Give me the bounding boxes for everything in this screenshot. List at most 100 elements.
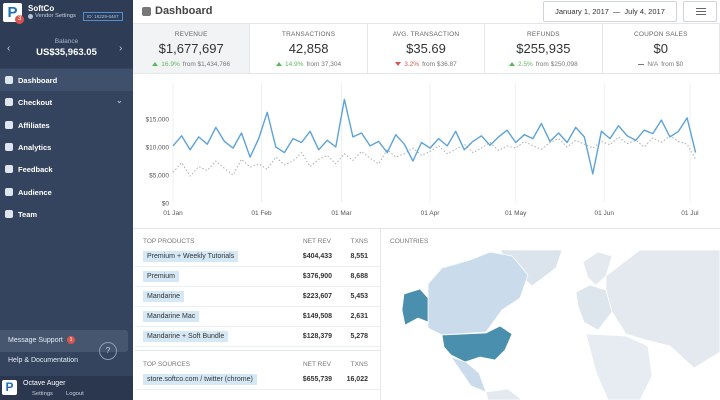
divider	[135, 350, 380, 351]
kpi-card[interactable]: REVENUE $1,677,697 16.9% from $1,434,766	[133, 24, 251, 74]
menu-button[interactable]	[683, 1, 717, 22]
table-row[interactable]: Mandarine + Soft Bundle $128,379 5,278	[135, 327, 380, 347]
message-count: 1	[67, 336, 75, 344]
menu-icon	[5, 76, 13, 84]
row-txns: 2,631	[350, 313, 368, 320]
balance-next[interactable]: ›	[119, 43, 123, 54]
trend-icon	[152, 62, 159, 67]
notification-badge: 3	[15, 15, 24, 24]
menu-icon	[5, 210, 13, 218]
canada	[427, 251, 529, 336]
kpi-label: REFUNDS	[526, 31, 560, 38]
menu-label: Dashboard	[18, 75, 58, 85]
kpi-value: $1,677,697	[158, 41, 224, 56]
top-bar	[133, 0, 720, 24]
trend-icon	[276, 62, 283, 67]
help-link[interactable]: Help & Documentation	[8, 357, 79, 364]
menu-item[interactable]: Affiliates	[0, 114, 133, 136]
divider	[133, 228, 720, 229]
menu-label: Analytics	[18, 142, 52, 152]
sidebar: P 3 SoftCo Vendor Settings ID: 16229-646…	[0, 0, 133, 400]
column-header: NET REV	[302, 361, 331, 368]
date-range-picker[interactable]: January 1, 2017— July 4, 2017	[543, 1, 677, 22]
vendor-settings-link[interactable]: Vendor Settings	[35, 13, 76, 19]
table-title: TOP PRODUCTS	[143, 238, 195, 245]
kpi-card[interactable]: TRANSACTIONS 42,858 14.9% from 37,304	[250, 24, 368, 74]
row-txns: 5,278	[350, 333, 368, 340]
menu-icon	[5, 165, 13, 173]
gear-icon	[28, 14, 33, 19]
company-name: SoftCo	[28, 4, 55, 13]
row-name: Mandarine	[143, 291, 185, 302]
kpi-prev: from $1,434,766	[182, 61, 231, 68]
mexico	[450, 356, 487, 393]
y-tick-label: $10,000	[146, 145, 170, 152]
balance-label: Balance	[54, 38, 79, 45]
kpi-label: TRANSACTIONS	[281, 31, 336, 38]
kpi-card[interactable]: COUPON SALES $0 N/A from $0	[602, 24, 720, 74]
menu-icon	[5, 121, 13, 129]
usa	[441, 325, 513, 363]
date-to: July 4, 2017	[624, 7, 665, 16]
menu-item[interactable]: Audience	[0, 181, 133, 203]
trend-icon	[395, 62, 402, 67]
row-net-rev: $128,379	[302, 333, 332, 340]
balance-prev[interactable]: ‹	[7, 43, 11, 54]
row-name: Premium + Weekly Tutorials	[143, 251, 239, 262]
row-net-rev: $149,508	[302, 313, 332, 320]
y-tick-label: $5,000	[149, 173, 169, 180]
sidebar-header	[0, 0, 133, 68]
table-row[interactable]: Premium + Weekly Tutorials $404,433 8,551	[135, 247, 380, 267]
kpi-change: 14.9% from 37,304	[250, 61, 366, 68]
menu-item[interactable]: Team	[0, 203, 133, 225]
row-txns: 8,551	[350, 253, 368, 260]
kpi-card[interactable]: REFUNDS $255,935 2.5% from $250,098	[485, 24, 603, 74]
table-row[interactable]: Mandarine Mac $149,508 2,631	[135, 307, 380, 327]
footer-logo: P	[2, 380, 17, 395]
row-net-rev: $655,739	[302, 376, 332, 383]
settings-link[interactable]: Settings	[32, 391, 53, 397]
kpi-change-value: N/A	[647, 61, 659, 68]
x-tick-label: 01 Jul	[681, 210, 699, 217]
help-button[interactable]: ?	[99, 342, 117, 360]
kpi-value: 42,858	[288, 41, 329, 56]
kpi-label: REVENUE	[174, 31, 208, 38]
kpi-card[interactable]: AVG. TRANSACTION $35.69 3.2% from $36.87	[367, 24, 486, 74]
kpi-label: AVG. TRANSACTION	[392, 31, 460, 38]
row-net-rev: $404,433	[302, 253, 332, 260]
alaska	[401, 288, 429, 326]
row-name: Mandarine Mac	[143, 311, 200, 322]
row-txns: 16,022	[346, 376, 368, 383]
support-box	[0, 330, 128, 352]
menu-item[interactable]: Feedback	[0, 158, 133, 180]
menu-item[interactable]: Checkout ⌄	[0, 91, 133, 113]
vendor-id: ID: 16229-6467	[83, 12, 123, 21]
menu-item[interactable]: Dashboard	[0, 69, 133, 91]
menu-icon	[5, 188, 13, 196]
kpi-value: $35.69	[406, 41, 446, 56]
table-row[interactable]: store.softco.com / twitter (chrome) $655,…	[135, 370, 380, 390]
table-row[interactable]: Mandarine $223,607 5,453	[135, 287, 380, 307]
table-title: TOP SOURCES	[143, 361, 191, 368]
trend-icon	[638, 63, 645, 65]
logout-link[interactable]: Logout	[66, 391, 84, 397]
g	[401, 250, 720, 400]
series-line	[172, 135, 697, 177]
kpi-prev: from $250,098	[535, 61, 578, 68]
message-support-link[interactable]: Message Support	[8, 337, 63, 344]
balance-value: US$35,963.05	[36, 47, 97, 58]
menu-label: Feedback	[18, 164, 53, 174]
revenue-chart: $0 $5,000 $10,000 $15,000 01 Jan 01 Feb 01 Mar…	[146, 83, 699, 217]
menu-item[interactable]: Analytics	[0, 136, 133, 158]
x-tick-label: 01 Mar	[331, 210, 352, 217]
user-footer	[0, 376, 133, 400]
y-tick-label: $15,000	[146, 117, 170, 124]
table-row[interactable]: Premium $376,900 8,688	[135, 267, 380, 287]
africa	[585, 333, 653, 400]
user-name: Octave Auger	[23, 380, 66, 387]
row-txns: 5,453	[350, 293, 368, 300]
europe	[575, 284, 613, 331]
x-tick-label: 01 Jun	[594, 210, 614, 217]
x-tick-label: 01 Apr	[421, 210, 441, 217]
menu-label: Team	[18, 209, 38, 219]
